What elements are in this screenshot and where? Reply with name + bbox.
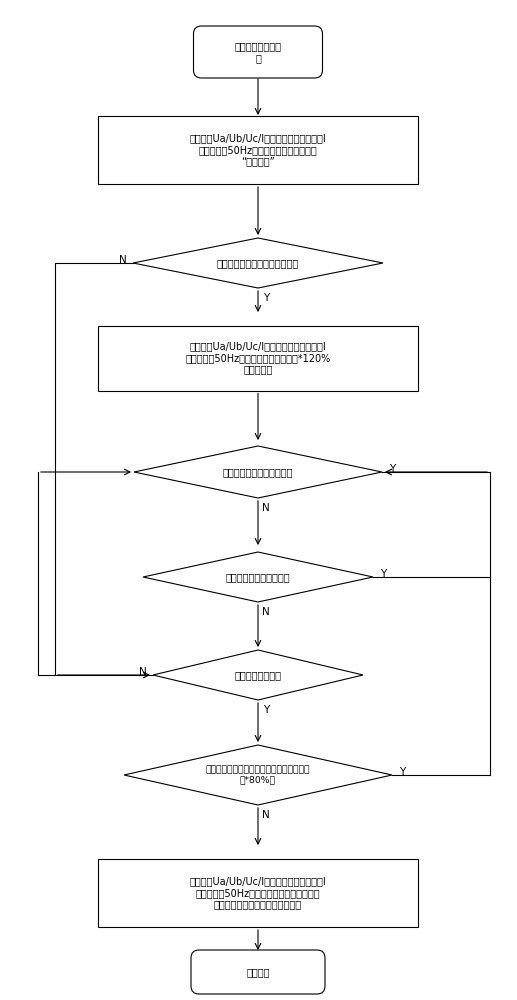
FancyBboxPatch shape [193, 26, 323, 78]
Bar [98, 326, 418, 390]
Text: 仪器输出Ua/Ub/Uc/I幅值、相位初值，电流I
频率默认为50Hz，电压频率开始按上一步的
滑差速率减去滑差步长的速率下降: 仪器输出Ua/Ub/Uc/I幅值、相位初值，电流I 频率默认为50Hz，电压频率… [190, 876, 326, 910]
Text: N: N [262, 607, 270, 617]
Polygon shape [143, 552, 373, 602]
Text: 终值时间是否到？: 终值时间是否到？ [235, 670, 281, 680]
Text: 频率是否降到终止频率？: 频率是否降到终止频率？ [226, 572, 291, 582]
Text: Y: Y [263, 293, 269, 303]
Polygon shape [133, 238, 383, 288]
FancyBboxPatch shape [191, 950, 325, 994]
Text: N: N [119, 255, 127, 265]
Text: Y: Y [389, 464, 395, 474]
Text: N: N [139, 667, 147, 677]
Bar [98, 116, 418, 184]
Polygon shape [134, 446, 382, 498]
Text: N: N [262, 810, 270, 820]
Text: N: N [262, 503, 270, 513]
Text: 本次滑差速率减去滑差步长是否小于滑差整
定*80%？: 本次滑差速率减去滑差步长是否小于滑差整 定*80%？ [206, 765, 310, 785]
Text: Y: Y [399, 767, 405, 777]
Text: 仪器输出Ua/Ub/Uc/I幅值、相位初值，电流I
频率默认为50Hz，电压频率初值为设定的
“频率初值”: 仪器输出Ua/Ub/Uc/I幅值、相位初值，电流I 频率默认为50Hz，电压频率… [190, 133, 326, 167]
Polygon shape [153, 650, 363, 700]
Text: 初值时间（步长时间）是否到？: 初值时间（步长时间）是否到？ [217, 258, 299, 268]
Text: 判保护开入接点是否动作？: 判保护开入接点是否动作？ [223, 467, 293, 477]
Text: Y: Y [380, 569, 386, 579]
Bar [98, 859, 418, 927]
Text: 仪器输出Ua/Ub/Uc/I幅值、相位初值，电流I
频率默认为50Hz，电压频率按滑差整定*120%
的速率下降: 仪器输出Ua/Ub/Uc/I幅值、相位初值，电流I 频率默认为50Hz，电压频率… [186, 341, 331, 375]
Polygon shape [124, 745, 392, 805]
Text: Y: Y [263, 705, 269, 715]
Text: 滑差频率闭锁值测
试: 滑差频率闭锁值测 试 [235, 41, 281, 63]
Text: 试验结束: 试验结束 [246, 967, 270, 977]
